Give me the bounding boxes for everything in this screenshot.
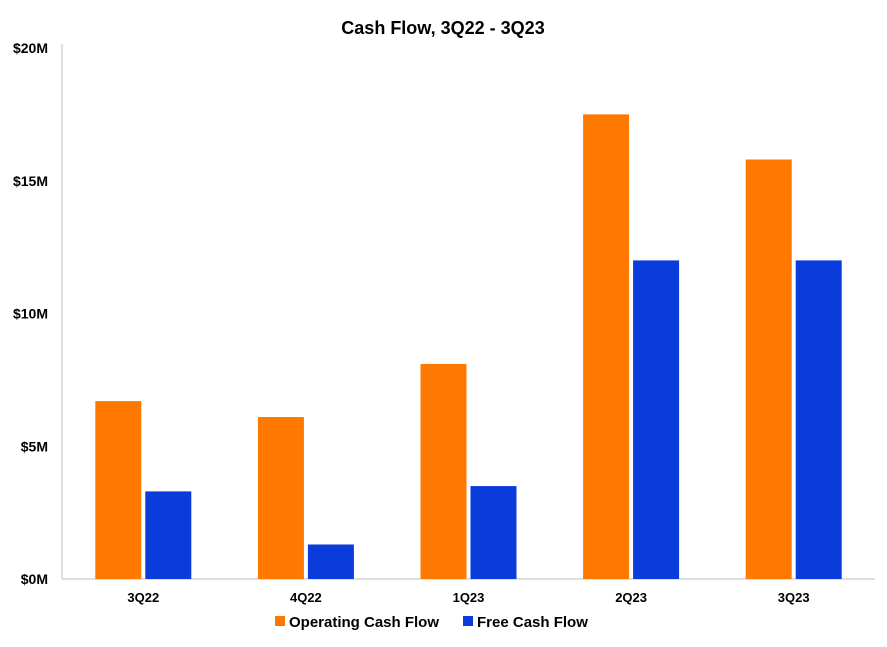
operating-cash-flow-bar-2q23 [583, 114, 630, 579]
y-tick-label: $0M [21, 571, 48, 587]
x-tick-label: 4Q22 [290, 590, 322, 605]
free-cash-flow-bar-1q23 [470, 486, 517, 579]
x-tick-label: 2Q23 [615, 590, 647, 605]
operating-cash-flow-bar-3q22 [95, 401, 142, 579]
y-tick-label: $10M [13, 306, 48, 322]
operating-cash-flow-bar-3q23 [745, 159, 792, 579]
y-tick-label: $15M [13, 173, 48, 189]
x-tick-label: 3Q22 [127, 590, 159, 605]
free-cash-flow-bar-2q23 [633, 260, 680, 579]
free-cash-flow-bar-3q22 [145, 491, 192, 579]
operating-cash-flow-bar-1q23 [420, 363, 467, 579]
y-tick-label: $20M [13, 40, 48, 56]
x-tick-label: 3Q23 [778, 590, 810, 605]
operating-cash-flow-bar-4q22 [257, 417, 304, 579]
x-tick-label: 1Q23 [453, 590, 485, 605]
legend-label: Operating Cash Flow [289, 614, 439, 631]
free-cash-flow-bar-4q22 [307, 544, 354, 579]
y-tick-label: $5M [21, 438, 48, 454]
chart-title: Cash Flow, 3Q22 - 3Q23 [341, 18, 544, 38]
legend-label: Free Cash Flow [477, 614, 588, 631]
legend-swatch [463, 616, 474, 626]
legend-swatch [275, 616, 285, 626]
free-cash-flow-bar-3q23 [795, 260, 842, 579]
